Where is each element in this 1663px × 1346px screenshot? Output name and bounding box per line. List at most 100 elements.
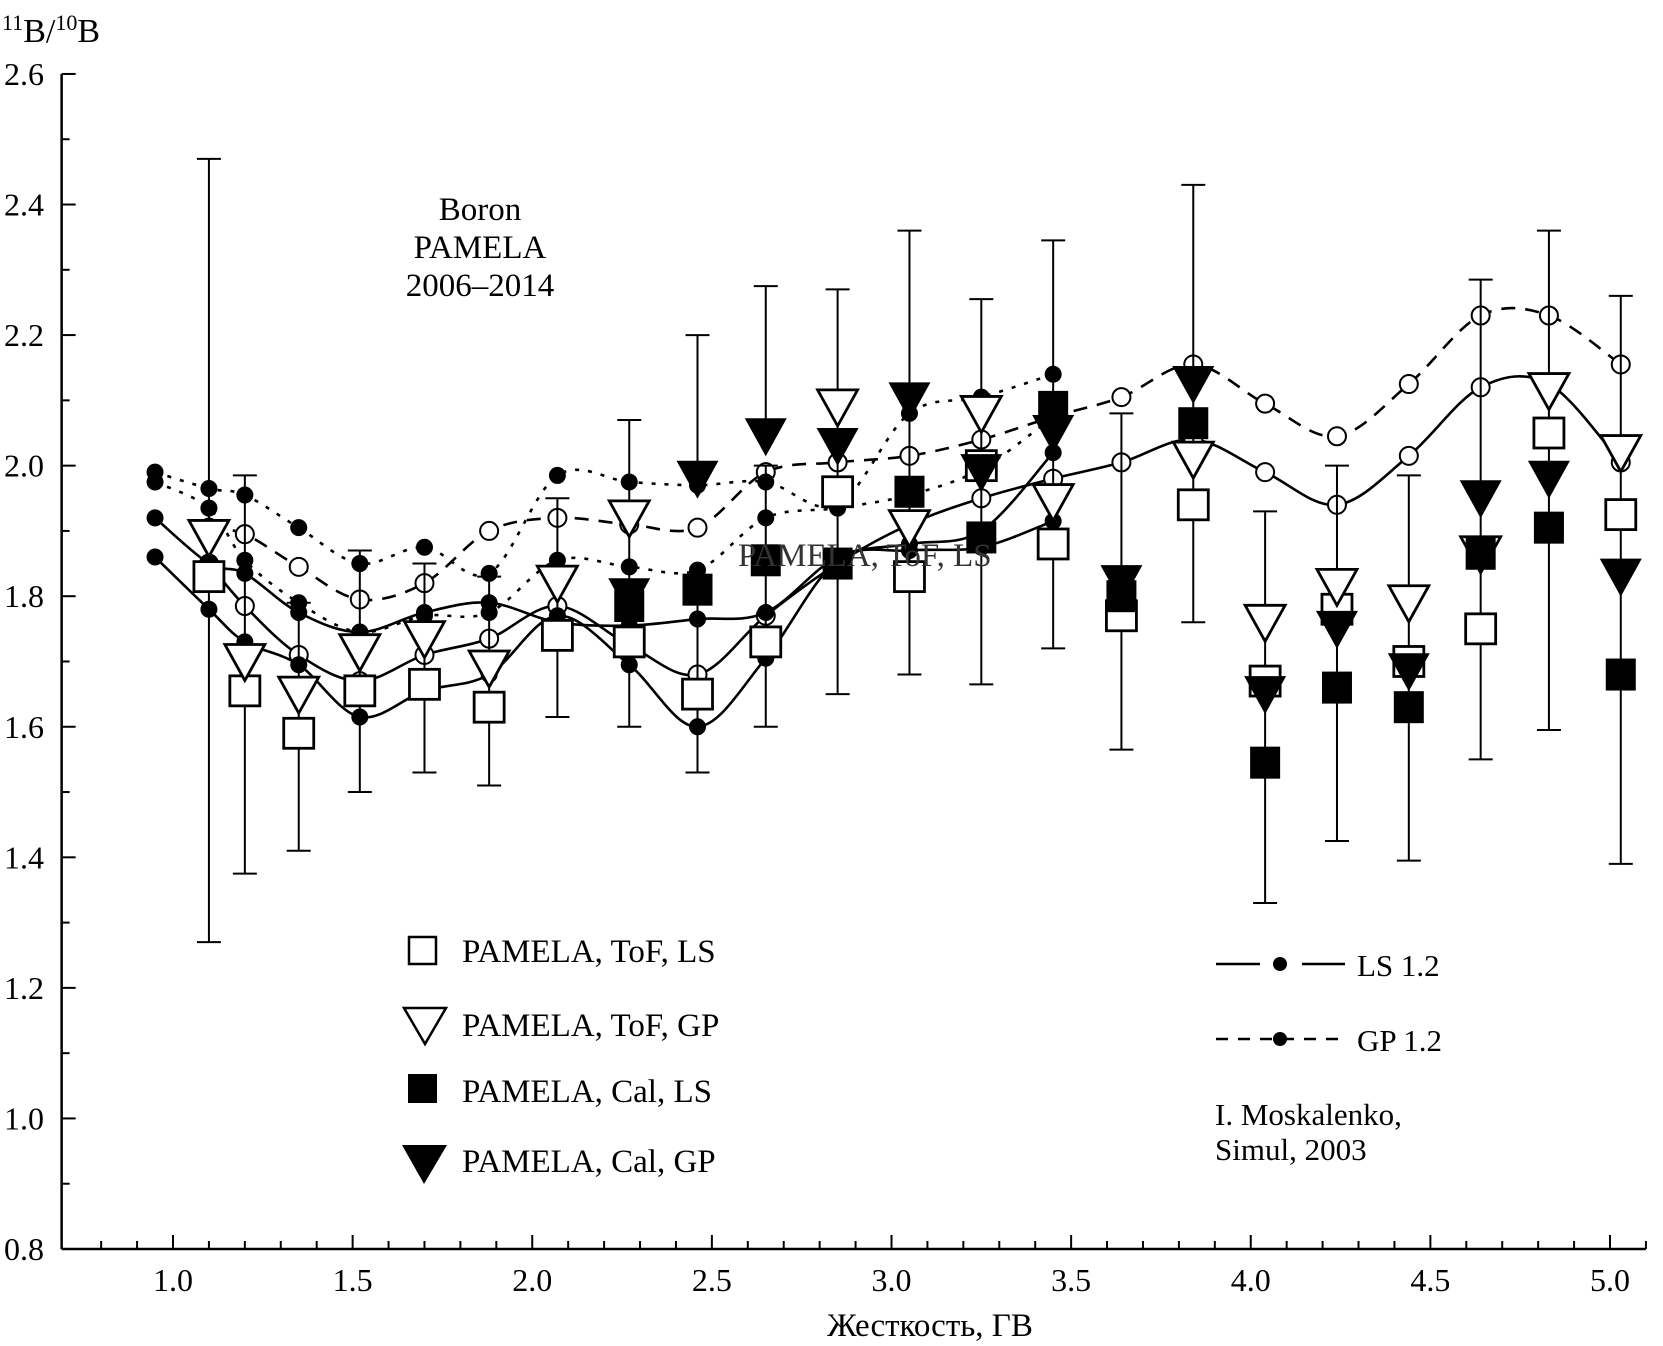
data-point-filled-triangle-down — [960, 454, 1003, 493]
y-tick-label: 2.0 — [4, 448, 44, 484]
data-point-filled-square — [1533, 511, 1564, 544]
model-curve-solid — [154, 519, 1054, 729]
data-point-filled-triangle-down — [1599, 558, 1642, 597]
data-point-filled-triangle-down — [1100, 565, 1143, 604]
legend-left: PAMELA, ToF, LS PAMELA, ToF, GP PAMELA, … — [401, 934, 719, 1184]
data-point-open-triangle-down — [535, 564, 580, 606]
y-tick-label: 0.8 — [4, 1231, 44, 1267]
model-point — [687, 517, 708, 538]
credit-line-2: Simul, 2003 — [1215, 1132, 1367, 1167]
data-point-open-square — [681, 677, 714, 711]
data-point-filled-square — [966, 521, 997, 554]
y-tick-label: 2.6 — [4, 56, 44, 92]
model-point — [415, 538, 433, 556]
data-point-filled-triangle-down — [744, 418, 787, 457]
data-point-filled-square — [1393, 691, 1424, 724]
data-point-open-triangle-down — [466, 649, 512, 690]
y-tick-label: 1.6 — [4, 709, 44, 745]
x-tick-label: 3.0 — [872, 1262, 912, 1298]
data-point-open-triangle-down — [1030, 483, 1076, 524]
data-point-open-square — [472, 690, 506, 724]
data-point-open-triangle-down — [337, 633, 383, 674]
data-point-open-triangle-down — [222, 643, 268, 684]
data-point-open-triangle-down — [1526, 372, 1572, 413]
data-point-filled-triangle-down — [1527, 460, 1570, 499]
legend-filled-square-icon — [408, 1074, 437, 1103]
data-point-open-square — [1036, 527, 1070, 561]
model-point — [1398, 445, 1419, 466]
legend-label-ls12: LS 1.2 — [1357, 948, 1440, 983]
data-point-open-triangle-down — [1170, 440, 1216, 481]
x-tick-label: 2.0 — [512, 1262, 552, 1298]
model-point — [146, 473, 164, 491]
x-tick-label: 3.5 — [1051, 1262, 1091, 1298]
data-point-open-square — [343, 674, 377, 708]
data-point-filled-square — [822, 547, 853, 580]
model-point — [479, 520, 500, 541]
data-point-open-square — [540, 618, 574, 652]
y-tick-label: 1.0 — [4, 1100, 44, 1136]
model-point — [146, 509, 164, 527]
data-point-filled-square — [894, 475, 925, 508]
data-point-filled-triangle-down — [1387, 653, 1430, 692]
data-point-filled-triangle-down — [608, 578, 651, 617]
legend-label-gp12: GP 1.2 — [1357, 1023, 1442, 1058]
model-point — [1326, 426, 1347, 447]
legend-dot-icon — [1273, 1032, 1287, 1046]
x-tick-label: 1.5 — [333, 1262, 373, 1298]
data-point-open-triangle-down — [402, 620, 447, 661]
data-point-open-triangle-down — [887, 509, 932, 550]
data-point-open-triangle-down — [1242, 603, 1288, 645]
y-tick-label: 1.4 — [4, 839, 44, 875]
data-point-open-triangle-down — [1314, 568, 1360, 609]
y-tick-label: 1.8 — [4, 578, 44, 614]
data-point-open-triangle-down — [815, 388, 860, 429]
model-curve-solid — [207, 375, 1622, 683]
data-point-filled-triangle-down — [1315, 610, 1358, 649]
legend-right: LS 1.2 GP 1.2 — [1216, 948, 1442, 1058]
data-markers — [186, 366, 1644, 779]
legend-dot-icon — [1273, 957, 1287, 971]
data-point-filled-triangle-down — [1172, 366, 1215, 405]
data-point-filled-square — [1465, 537, 1496, 570]
data-point-open-square — [408, 667, 441, 701]
x-tick-label: 5.0 — [1590, 1262, 1630, 1298]
data-point-open-triangle-down — [1386, 584, 1432, 625]
model-point — [1111, 387, 1132, 408]
model-point — [1255, 393, 1276, 414]
data-point-open-square — [1176, 488, 1210, 522]
x-tick-label: 2.5 — [692, 1262, 732, 1298]
axes: 1.0 1.5 2.0 2.5 3.0 3.5 4.0 4.5 5.0 0.8 1.0 1.2 1.4 1… — [4, 56, 1647, 1298]
model-point — [1398, 374, 1419, 395]
data-point-filled-triangle-down — [1032, 415, 1075, 453]
data-point-open-square — [1532, 416, 1566, 450]
model-point — [288, 556, 309, 577]
credit-line-1: I. Moskalenko, — [1215, 1097, 1402, 1132]
data-point-filled-triangle-down — [1459, 480, 1502, 519]
x-tick-label: 1.0 — [153, 1262, 193, 1298]
legend-label-cal-gp: PAMELA, Cal, GP — [462, 1144, 716, 1180]
y-tick-label: 1.2 — [4, 970, 44, 1006]
legend-open-square-icon — [407, 935, 438, 966]
data-point-filled-triangle-down — [816, 428, 859, 467]
data-point-open-square — [893, 560, 926, 594]
x-tick-label: 4.5 — [1410, 1262, 1450, 1298]
data-point-filled-square — [1321, 671, 1352, 704]
data-point-open-square — [1604, 498, 1638, 532]
model-point — [1255, 462, 1276, 483]
model-point — [548, 466, 566, 484]
data-point-open-triangle-down — [276, 675, 322, 717]
legend-filled-triangle-icon — [402, 1145, 447, 1184]
data-point-filled-square — [1605, 658, 1636, 691]
data-point-filled-square — [1250, 746, 1281, 779]
overlap-label: PAMELA, ToF, LS — [738, 538, 992, 574]
y-axis-label: 11B/10B — [2, 10, 100, 50]
data-point-filled-triangle-down — [888, 382, 931, 421]
data-point-open-square — [749, 625, 783, 659]
data-point-open-square — [192, 560, 226, 594]
x-tick-label: 4.0 — [1231, 1262, 1271, 1298]
data-point-open-triangle-down — [958, 395, 1004, 436]
data-point-open-triangle-down — [186, 519, 232, 560]
data-point-filled-triangle-down — [676, 460, 719, 499]
